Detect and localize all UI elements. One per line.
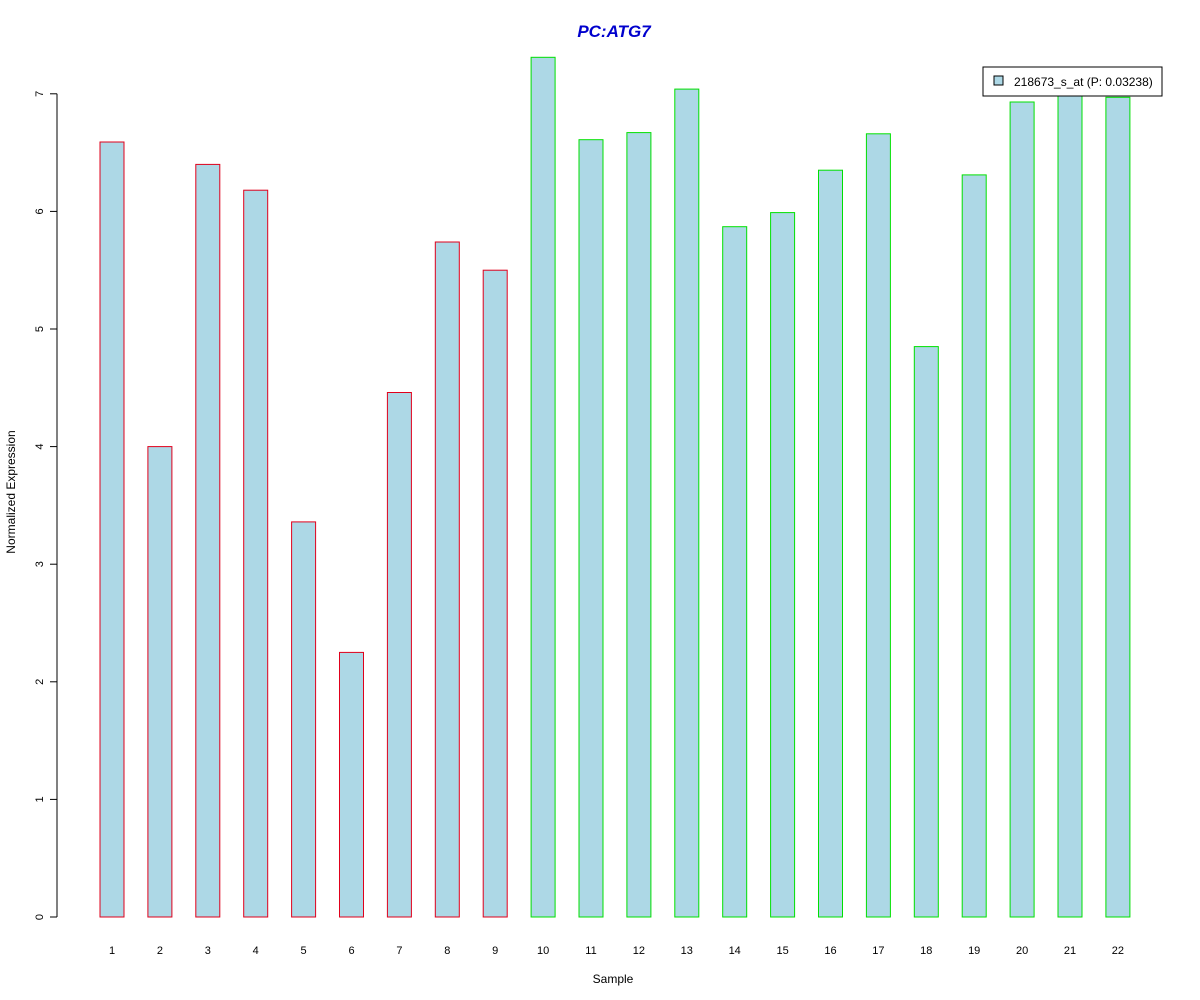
- bar-sample-10: [530, 56, 556, 918]
- bar-sample-1: [99, 141, 125, 918]
- legend: 218673_s_at (P: 0.03238): [982, 66, 1163, 97]
- legend-box: [982, 66, 1163, 97]
- chart-title: PC:ATG7: [577, 22, 652, 41]
- y-tick-label: 0: [34, 914, 46, 920]
- bar-sample-3: [195, 163, 221, 918]
- x-axis-label: Sample: [593, 972, 634, 986]
- bar-sample-2: [147, 446, 173, 918]
- x-tick-label: 17: [872, 945, 884, 957]
- y-axis: 0 1 2 3 4 5 6 7: [34, 91, 58, 920]
- bar-sample-21: [1057, 93, 1083, 918]
- x-tick-label: 16: [824, 945, 836, 957]
- legend-swatch: [993, 75, 1004, 86]
- x-tick-label: 6: [348, 945, 354, 957]
- bar-sample-13: [674, 88, 700, 918]
- x-tick-label: 22: [1112, 945, 1124, 957]
- x-tick-label: 8: [444, 945, 450, 957]
- bar-sample-4: [243, 189, 269, 918]
- bar-sample-16: [818, 169, 843, 918]
- y-axis-label: Normalized Expression: [4, 430, 18, 553]
- bar-sample-19: [961, 174, 987, 918]
- y-tick-label: 1: [34, 796, 46, 802]
- bar-sample-9: [482, 269, 508, 918]
- x-tick-label: 18: [920, 945, 932, 957]
- y-tick-label: 4: [34, 444, 46, 450]
- bar-sample-5: [291, 521, 317, 918]
- x-tick-label: 13: [681, 945, 693, 957]
- legend-label: 218673_s_at (P: 0.03238): [1014, 75, 1153, 89]
- x-tick-label: 1: [109, 945, 115, 957]
- bar-sample-17: [865, 133, 891, 918]
- x-tick-label: 14: [729, 945, 741, 957]
- y-tick-label: 3: [34, 561, 46, 567]
- bar-sample-14: [722, 226, 748, 918]
- bar-sample-6: [339, 651, 364, 918]
- bar-sample-15: [770, 212, 796, 918]
- x-tick-label: 7: [396, 945, 402, 957]
- x-tick-label: 20: [1016, 945, 1028, 957]
- bar-sample-22: [1105, 96, 1131, 918]
- x-tick-label: 21: [1064, 945, 1076, 957]
- bar-sample-11: [578, 139, 604, 918]
- x-tick-label: 9: [492, 945, 498, 957]
- bar-sample-20: [1009, 101, 1035, 918]
- x-tick-labels: 1 2 3 4 5 6 7 8 9 10 11 12 13 14 15 16 17 18 19 20 21 22: [109, 945, 1124, 957]
- x-tick-label: 12: [633, 945, 645, 957]
- bar-sample-8: [434, 241, 460, 918]
- bars-group: [99, 56, 1131, 918]
- y-tick-label: 2: [34, 679, 46, 685]
- x-tick-label: 3: [205, 945, 211, 957]
- y-tick-label: 6: [34, 208, 46, 214]
- x-tick-label: 11: [585, 945, 596, 957]
- x-tick-label: 4: [253, 945, 259, 957]
- bar-sample-12: [626, 132, 652, 918]
- y-tick-label: 5: [34, 326, 46, 332]
- x-tick-label: 5: [301, 945, 307, 957]
- y-tick-label: 7: [34, 91, 46, 97]
- x-tick-label: 15: [776, 945, 788, 957]
- x-tick-label: 19: [968, 945, 980, 957]
- x-tick-label: 2: [157, 945, 163, 957]
- bar-sample-18: [913, 346, 939, 918]
- x-tick-label: 10: [537, 945, 549, 957]
- bar-sample-7: [386, 392, 412, 918]
